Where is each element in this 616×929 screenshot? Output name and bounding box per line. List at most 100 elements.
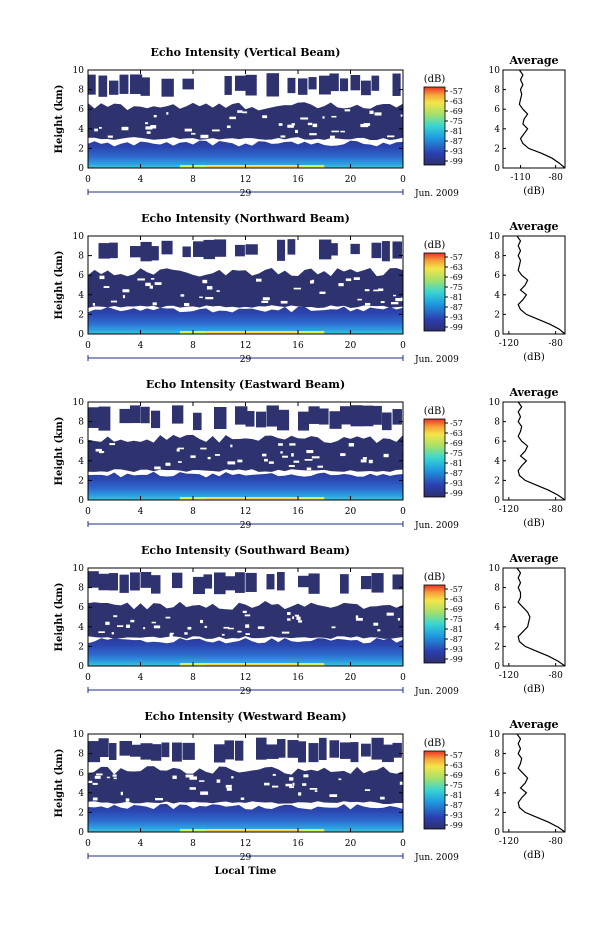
echo-gap bbox=[331, 130, 339, 133]
echo-gap bbox=[207, 456, 211, 460]
x-tick-label: 4 bbox=[138, 673, 144, 683]
echo-block-upper bbox=[151, 410, 161, 429]
chart-title: Echo Intensity (Northward Beam) bbox=[141, 212, 350, 225]
colorbar-tick-label: -75 bbox=[450, 283, 463, 292]
echo-block-upper bbox=[109, 573, 118, 591]
echo-block-upper bbox=[130, 74, 143, 94]
x-tick-label: 12 bbox=[240, 175, 251, 185]
colorbar-tick-label: -57 bbox=[450, 87, 463, 96]
x-tick-label: 4 bbox=[138, 175, 144, 185]
colorbar-unit: (dB) bbox=[424, 74, 446, 85]
profile-x-label: (dB) bbox=[523, 518, 545, 529]
echo-block-upper bbox=[382, 241, 390, 262]
echo-block-upper bbox=[329, 740, 340, 758]
echo-block-upper bbox=[361, 80, 371, 96]
colorbar-tick-label: -69 bbox=[450, 605, 463, 614]
echo-gap bbox=[245, 624, 250, 628]
echo-gap bbox=[130, 619, 135, 623]
echo-gap bbox=[245, 633, 250, 635]
colorbar-tick-label: -87 bbox=[450, 801, 463, 810]
colorbar-tick-label: -63 bbox=[450, 263, 463, 272]
echo-gap bbox=[221, 633, 225, 636]
echo-block-upper bbox=[98, 738, 109, 757]
echo-gap bbox=[293, 460, 300, 463]
date-month: Jun. 2009 bbox=[414, 853, 459, 863]
echo-gap bbox=[190, 787, 196, 790]
echo-block-upper bbox=[203, 239, 216, 260]
echo-gap bbox=[166, 112, 169, 115]
echo-block-upper bbox=[266, 405, 279, 427]
chart-panel: Echo Intensity (Southward Beam) 0 2 4 6 8 10 He… bbox=[54, 544, 566, 697]
profile-x-tick-label: -80 bbox=[548, 173, 563, 183]
colorbar bbox=[423, 418, 446, 498]
profile-y-tick-label: 2 bbox=[494, 144, 500, 154]
echo-gap bbox=[180, 294, 185, 297]
echo-gap bbox=[237, 459, 243, 463]
profile-line bbox=[518, 69, 566, 169]
profile-y-tick-label: 4 bbox=[494, 125, 500, 135]
profile-x-tick-label: -120 bbox=[499, 505, 519, 515]
echo-gap bbox=[200, 134, 209, 139]
colorbar-unit: (dB) bbox=[424, 406, 446, 417]
profile-line bbox=[517, 401, 566, 501]
x-tick-label: 0 bbox=[400, 507, 406, 517]
echo-gap bbox=[184, 302, 190, 307]
echo-block-upper bbox=[109, 242, 118, 259]
echo-gap bbox=[373, 289, 380, 292]
echo-gap bbox=[244, 614, 251, 617]
echo-block-upper bbox=[392, 73, 401, 96]
echo-gap bbox=[165, 462, 171, 466]
echo-block-upper bbox=[245, 572, 257, 592]
echo-gap bbox=[204, 625, 208, 628]
echo-gap bbox=[214, 454, 220, 456]
echo-gap bbox=[380, 301, 385, 304]
echo-gap bbox=[402, 446, 407, 450]
echo-gap bbox=[199, 296, 203, 299]
echo-gap bbox=[264, 782, 270, 786]
chart-title: Echo Intensity (Eastward Beam) bbox=[146, 378, 345, 391]
echo-layer-middle bbox=[88, 267, 403, 309]
echo-gap bbox=[99, 451, 103, 454]
profile-frame bbox=[502, 401, 566, 501]
echo-surface-peak bbox=[206, 498, 298, 500]
echo-block-upper bbox=[371, 242, 382, 259]
x-tick-label: 16 bbox=[292, 507, 304, 517]
echo-block-upper bbox=[308, 743, 319, 763]
echo-layer-middle bbox=[88, 102, 403, 141]
echo-gap bbox=[109, 443, 116, 446]
echo-gap bbox=[314, 790, 318, 792]
echo-block-upper bbox=[361, 743, 371, 757]
chart-panel: Echo Intensity (Northward Beam) 0 2 4 6 8 10 He… bbox=[54, 212, 566, 365]
date-month: Jun. 2009 bbox=[414, 189, 459, 199]
date-month: Jun. 2009 bbox=[414, 687, 459, 697]
echo-gap bbox=[99, 275, 105, 280]
echo-gap bbox=[312, 123, 318, 128]
profile-x-label: (dB) bbox=[523, 352, 545, 363]
echo-surface-peak bbox=[206, 830, 298, 832]
echo-gap bbox=[368, 459, 373, 464]
x-tick-label: 4 bbox=[138, 507, 144, 517]
y-axis-label: Height (km) bbox=[54, 749, 65, 818]
x-tick-label: 12 bbox=[240, 507, 251, 517]
echo-gap bbox=[364, 302, 371, 306]
echo-gap bbox=[298, 620, 303, 623]
colorbar-unit: (dB) bbox=[424, 240, 446, 251]
echo-block-upper bbox=[140, 77, 150, 96]
x-tick-label: 8 bbox=[190, 341, 196, 351]
echo-block-upper bbox=[392, 742, 402, 758]
echo-block-upper bbox=[266, 73, 280, 97]
chart-title: Echo Intensity (Southward Beam) bbox=[141, 544, 350, 557]
echo-gap bbox=[280, 300, 288, 304]
echo-block-upper bbox=[214, 744, 226, 763]
echo-block-upper bbox=[245, 74, 257, 96]
x-tick-label: 20 bbox=[345, 507, 357, 517]
y-tick-label: 4 bbox=[78, 623, 84, 633]
echo-gap bbox=[205, 296, 214, 300]
colorbar bbox=[423, 86, 446, 166]
profile-y-tick-label: 0 bbox=[494, 496, 500, 506]
echo-block-upper bbox=[182, 78, 194, 90]
echo-layer-lower bbox=[88, 803, 403, 832]
profile-y-tick-label: 10 bbox=[489, 398, 501, 408]
echo-gap bbox=[331, 115, 337, 118]
colorbar-tick-label: -63 bbox=[450, 429, 463, 438]
